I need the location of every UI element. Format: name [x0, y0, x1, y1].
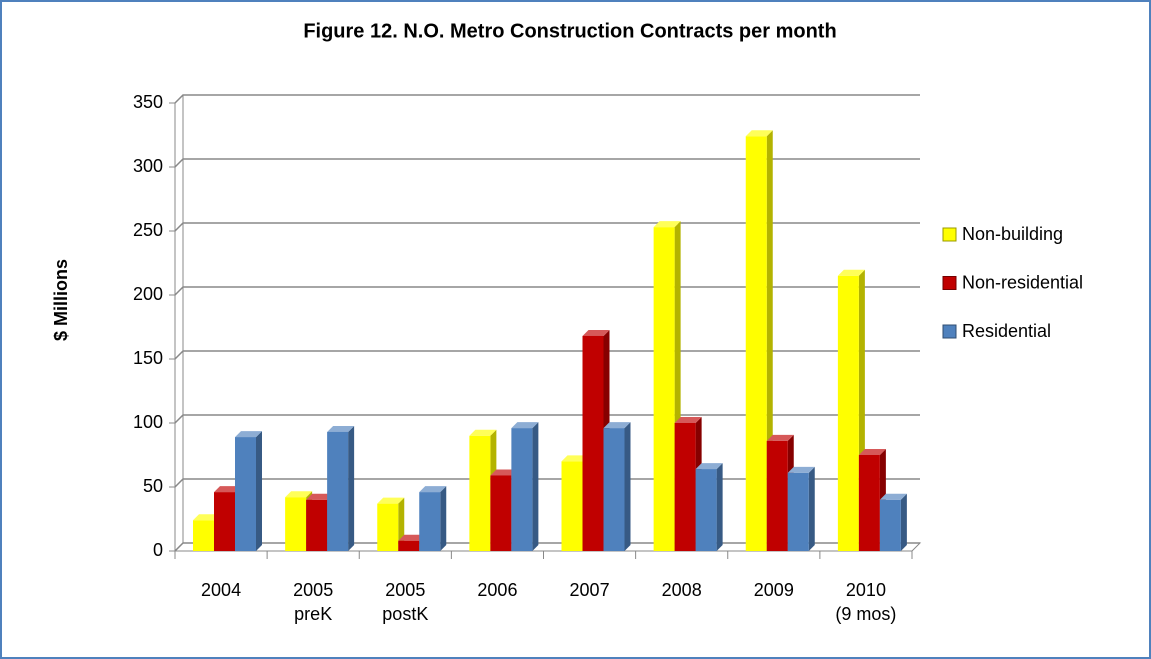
bar-top	[377, 497, 405, 504]
x-tick-label: 2005 preK	[293, 580, 333, 624]
bar	[603, 428, 625, 551]
bar	[490, 475, 512, 551]
chart-title: Figure 12. N.O. Metro Construction Contr…	[303, 20, 836, 42]
x-tick-label: 2007	[570, 580, 610, 600]
bar-top	[858, 449, 886, 455]
bar-top	[603, 422, 631, 429]
bar-top	[695, 463, 723, 470]
bar-top	[235, 431, 262, 438]
bar	[469, 435, 491, 551]
bar-top	[653, 221, 681, 228]
bar	[745, 136, 767, 551]
y-tick-label: 350	[133, 92, 163, 112]
bar	[674, 423, 696, 551]
legend-swatch	[942, 324, 957, 339]
bar	[377, 503, 399, 551]
bar-group	[787, 466, 815, 551]
bar-top	[582, 329, 610, 336]
bar-side	[808, 466, 815, 551]
bar-top	[285, 491, 313, 498]
bar-group	[327, 425, 355, 551]
bar-group	[695, 463, 723, 551]
bar-top	[306, 493, 334, 500]
y-tick-label: 0	[153, 540, 163, 560]
bar	[561, 461, 583, 551]
bar	[766, 440, 788, 551]
bar	[858, 455, 880, 551]
bar	[235, 437, 256, 551]
bar-side	[624, 422, 631, 551]
bar	[285, 497, 307, 551]
bar-side	[256, 431, 262, 551]
bar-side	[348, 425, 355, 551]
bar-group	[377, 497, 405, 551]
bar-top	[787, 466, 815, 473]
bar	[327, 431, 349, 551]
bar-group	[879, 493, 907, 551]
x-tick-label: 2006	[477, 580, 517, 600]
bar-top	[193, 514, 220, 521]
bar-top	[837, 269, 865, 276]
x-tick-label: 2010 (9 mos)	[835, 580, 896, 624]
bar	[653, 227, 675, 551]
legend-label: Non-residential	[962, 272, 1083, 292]
legend-label: Non-building	[962, 224, 1063, 244]
bar-top	[327, 425, 355, 432]
legend-swatch	[942, 276, 957, 290]
x-tick-label: 2005 postK	[382, 580, 428, 624]
bar-top	[214, 486, 241, 493]
bar	[879, 499, 901, 551]
bar-group	[511, 422, 539, 551]
bar	[787, 472, 809, 551]
x-tick-label: 2004	[201, 580, 241, 600]
bar	[695, 469, 717, 551]
bar-top	[398, 534, 426, 541]
bar	[511, 428, 533, 551]
bar	[837, 275, 859, 551]
bar-top	[745, 130, 773, 137]
bar-top	[490, 469, 518, 476]
bar	[193, 520, 214, 551]
x-tick-label: 2008	[662, 580, 702, 600]
bar	[398, 540, 420, 551]
bar-side	[900, 493, 907, 551]
bar-top	[766, 434, 794, 441]
bar-top	[419, 486, 447, 493]
bar	[419, 492, 441, 551]
y-tick-label: 150	[133, 348, 163, 368]
bar-top	[511, 422, 539, 429]
y-tick-label: 250	[133, 220, 163, 240]
bar-top	[674, 417, 702, 423]
bar-group	[235, 431, 262, 551]
bar-top	[879, 493, 907, 500]
grid-line	[174, 94, 920, 104]
grid-line	[174, 158, 920, 168]
x-tick-label: 2009	[754, 580, 794, 600]
bar	[582, 335, 604, 551]
legend-label: Residential	[962, 321, 1051, 341]
y-axis-label: $ Millions	[51, 259, 71, 341]
bar	[214, 492, 235, 551]
y-tick-label: 300	[133, 156, 163, 176]
y-tick-label: 200	[133, 284, 163, 304]
legend-swatch	[942, 227, 957, 242]
bar-top	[469, 429, 497, 436]
bar-group	[766, 434, 794, 551]
bar	[306, 499, 328, 551]
bar-top	[561, 455, 589, 462]
y-tick-label: 50	[143, 476, 163, 496]
bar-group	[603, 422, 631, 551]
bar-side	[716, 463, 723, 551]
bar-side	[532, 422, 539, 551]
bar-side	[440, 486, 447, 551]
bar-group	[419, 486, 447, 551]
y-tick-label: 100	[133, 412, 163, 432]
